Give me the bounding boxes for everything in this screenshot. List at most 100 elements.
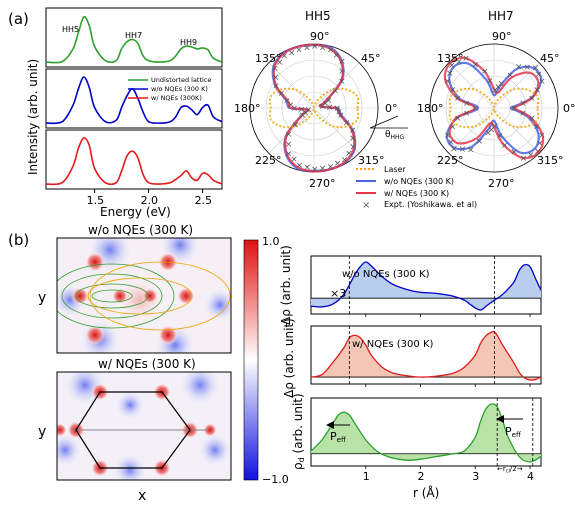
expt-marker: × <box>326 103 334 113</box>
expt-marker: × <box>303 44 311 54</box>
expt-marker: × <box>299 111 307 121</box>
spectra-x-ticklabel-2: 2.5 <box>195 194 213 207</box>
expt-marker: × <box>305 106 313 116</box>
expt-marker: × <box>494 83 502 93</box>
spectra-x-ticklabel-1: 2.0 <box>141 194 159 207</box>
map1-contour-2 <box>75 283 149 309</box>
map1-contour-3 <box>91 289 133 303</box>
expt-marker: × <box>338 57 346 67</box>
panel-b-label: (b) <box>8 231 29 249</box>
legend-polar-wo-nqes: w/o NQEs (300 K) <box>384 177 454 186</box>
expt-marker: × <box>446 69 454 79</box>
spectrum-frame-wo-nqes <box>45 68 223 129</box>
expt-marker: × <box>322 99 330 109</box>
polar-line-1 <box>272 43 356 173</box>
expt-marker: × <box>448 61 456 71</box>
map1-outer-contour-1 <box>87 277 193 315</box>
map1-blob-11 <box>85 325 105 345</box>
polar-grid-spoke-135 <box>268 62 360 154</box>
expt-marker: × <box>327 163 335 173</box>
polar-line-0 <box>445 61 543 155</box>
expt-marker: × <box>272 82 280 92</box>
expt-marker: × <box>332 51 340 61</box>
colorbar-tick-max: 1.0 <box>262 235 280 248</box>
expt-marker: × <box>462 54 470 64</box>
spectra-panels <box>45 7 223 190</box>
expt-marker: × <box>538 77 546 87</box>
line-plot-ticklabel-2: 3 <box>472 470 479 483</box>
expt-marker: × <box>454 94 462 104</box>
expt-marker: × <box>333 104 341 114</box>
expt-marker: × <box>496 132 504 142</box>
expt-marker: × <box>488 125 496 135</box>
expt-marker: × <box>287 100 295 110</box>
legend-expt: Expt. (Yoshikawa. et al) <box>384 200 477 209</box>
expt-marker: × <box>288 48 296 58</box>
expt-marker: × <box>271 64 279 74</box>
peff-right-symbol: P <box>505 425 512 438</box>
expt-marker: × <box>327 45 335 55</box>
line-plot-area-1 <box>311 331 541 381</box>
polar-plot-hh7: ×××××××××××××××× ××××××××× ×××××××××××××××… <box>429 43 559 173</box>
line-plot-frame-2 <box>310 397 542 467</box>
expt-marker: × <box>447 138 455 148</box>
colorbar-label: Δρ (arb. unit) <box>282 318 296 398</box>
legend-swatch-expt: × <box>362 200 370 211</box>
peff-left-subscript: eff <box>337 436 346 444</box>
spectrum-frame-w-nqes <box>45 129 223 190</box>
line-plot-ticklabel-1: 2 <box>418 470 425 483</box>
map2-blob-5 <box>112 452 148 480</box>
expt-marker: × <box>325 96 333 106</box>
peff-arrowhead-right <box>496 415 504 423</box>
peak-label-hh7: HH7 <box>125 31 142 40</box>
expt-marker: × <box>536 139 544 149</box>
angle-315-hh5: 315° <box>358 154 385 167</box>
panel-a-label: (a) <box>8 10 29 28</box>
map2-frame <box>56 371 232 481</box>
map1-frame <box>56 237 232 354</box>
polar-title-hh7: HH7 <box>488 9 514 23</box>
hexagon-outline <box>75 391 191 469</box>
polar-legend: Laser w/o NQEs (300 K) w/ NQEs (300 K) ×… <box>356 165 477 211</box>
spectra-curves <box>45 15 223 186</box>
theta-subscript: HHG <box>391 134 405 141</box>
expt-marker: × <box>295 45 303 55</box>
spectra-x-ticklabel-0: 1.5 <box>87 194 105 207</box>
theta-line-angled <box>369 115 399 129</box>
expt-marker: × <box>338 67 346 77</box>
expt-marker: × <box>455 58 463 68</box>
line-plot-frame-1 <box>310 325 542 385</box>
map2-blob-2 <box>114 389 146 421</box>
map-title-w-nqes: w/ NQEs (300 K) <box>98 357 196 371</box>
expt-marker: × <box>527 150 535 160</box>
expt-marker: × <box>510 104 518 114</box>
expt-marker: × <box>349 134 357 144</box>
map2-x-axis-label: x <box>138 488 146 504</box>
expt-marker: × <box>345 149 353 159</box>
expt-marker: × <box>534 147 542 157</box>
map1-contour-0 <box>57 263 175 329</box>
peak-label-hh9: HH9 <box>180 38 197 47</box>
expt-marker: × <box>272 73 280 83</box>
polar-title-hh5: HH5 <box>305 9 331 23</box>
legend-w-nqes: w/ NQEs (300K) <box>151 94 202 102</box>
expt-marker: × <box>528 94 536 104</box>
expt-marker: × <box>515 62 523 72</box>
line-y-label-bottom: ρd (arb. unit) <box>291 393 306 470</box>
legend-polar-w-nqes: w/ NQEs (300 K) <box>384 189 449 198</box>
line-plot-ticklabel-3: 4 <box>527 470 534 483</box>
expt-marker: × <box>535 70 543 80</box>
map2-blob-4 <box>197 432 231 468</box>
map-title-wo-nqes: w/o NQEs (300 K) <box>88 223 193 237</box>
expt-marker: × <box>283 97 291 107</box>
angle-0-hh5: 0° <box>385 102 398 115</box>
theta-hhg-annotation: θHHG <box>369 115 408 141</box>
expt-marker: × <box>349 142 357 152</box>
angle-135-hh5: 135° <box>255 52 282 65</box>
spectrum-line-1 <box>45 76 223 125</box>
map1-blob-9 <box>71 287 89 305</box>
spectrum-line-0 <box>45 15 223 64</box>
expt-marker: × <box>476 137 484 147</box>
expt-marker: × <box>463 109 471 119</box>
expt-marker: × <box>285 149 293 159</box>
